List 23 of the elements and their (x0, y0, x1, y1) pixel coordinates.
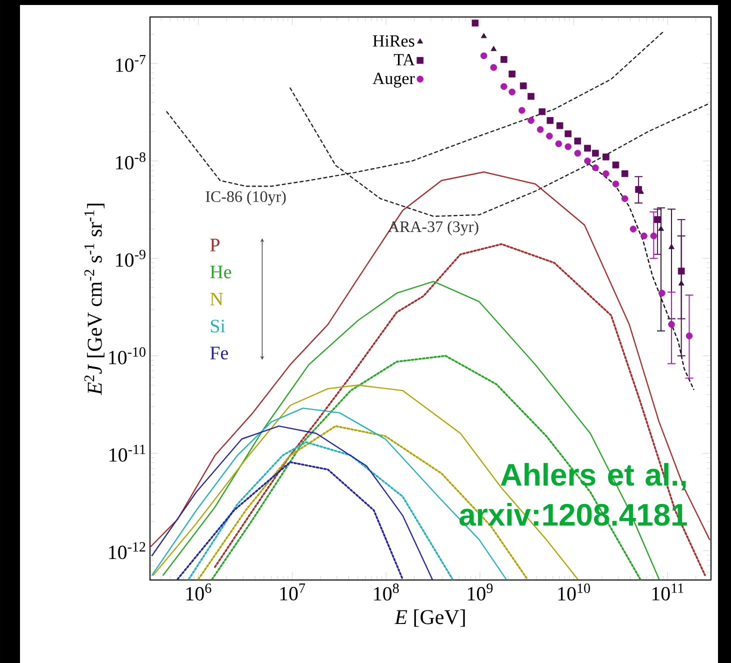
x-tick-label: 10$^{6}$ (186, 584, 212, 601)
x-tick-label: 10$^{9}$ (468, 584, 493, 601)
y-tick-label: 10$^{-8}$ (116, 152, 146, 170)
text: P (210, 238, 220, 252)
x-tick-label: 10$^{10}$ (558, 584, 590, 601)
y-tick-label: 10$^{-10}$ (109, 347, 146, 364)
y-tick-label: 10$^{-7}$ (116, 55, 146, 72)
x-axis-title: E [GeV] (394, 609, 465, 627)
legend-label: HiRes (372, 35, 414, 47)
x-tick-label: 10$^{11}$ (652, 584, 684, 600)
text: Fe (210, 346, 228, 360)
x-tick-label: 10$^{7}$ (280, 584, 306, 600)
y-tick-label: 10$^{-12}$ (109, 542, 146, 560)
series-label: IC-86 (10yr) (206, 190, 286, 206)
text: N (210, 292, 223, 306)
legend-label: TA (394, 54, 415, 66)
y-tick-label: 10$^{-11}$ (110, 444, 146, 462)
y-tick-label: 10$^{-9}$ (116, 250, 146, 267)
x-tick-label: 10$^{8}$ (374, 584, 399, 601)
text: Si (210, 320, 226, 332)
text: He (210, 266, 232, 278)
legend-label: Auger (372, 72, 415, 88)
text: E$^{2}$J [GeV cm$^{-2}$ s$^{-1}$ sr$^{-1}$] (84, 204, 104, 396)
